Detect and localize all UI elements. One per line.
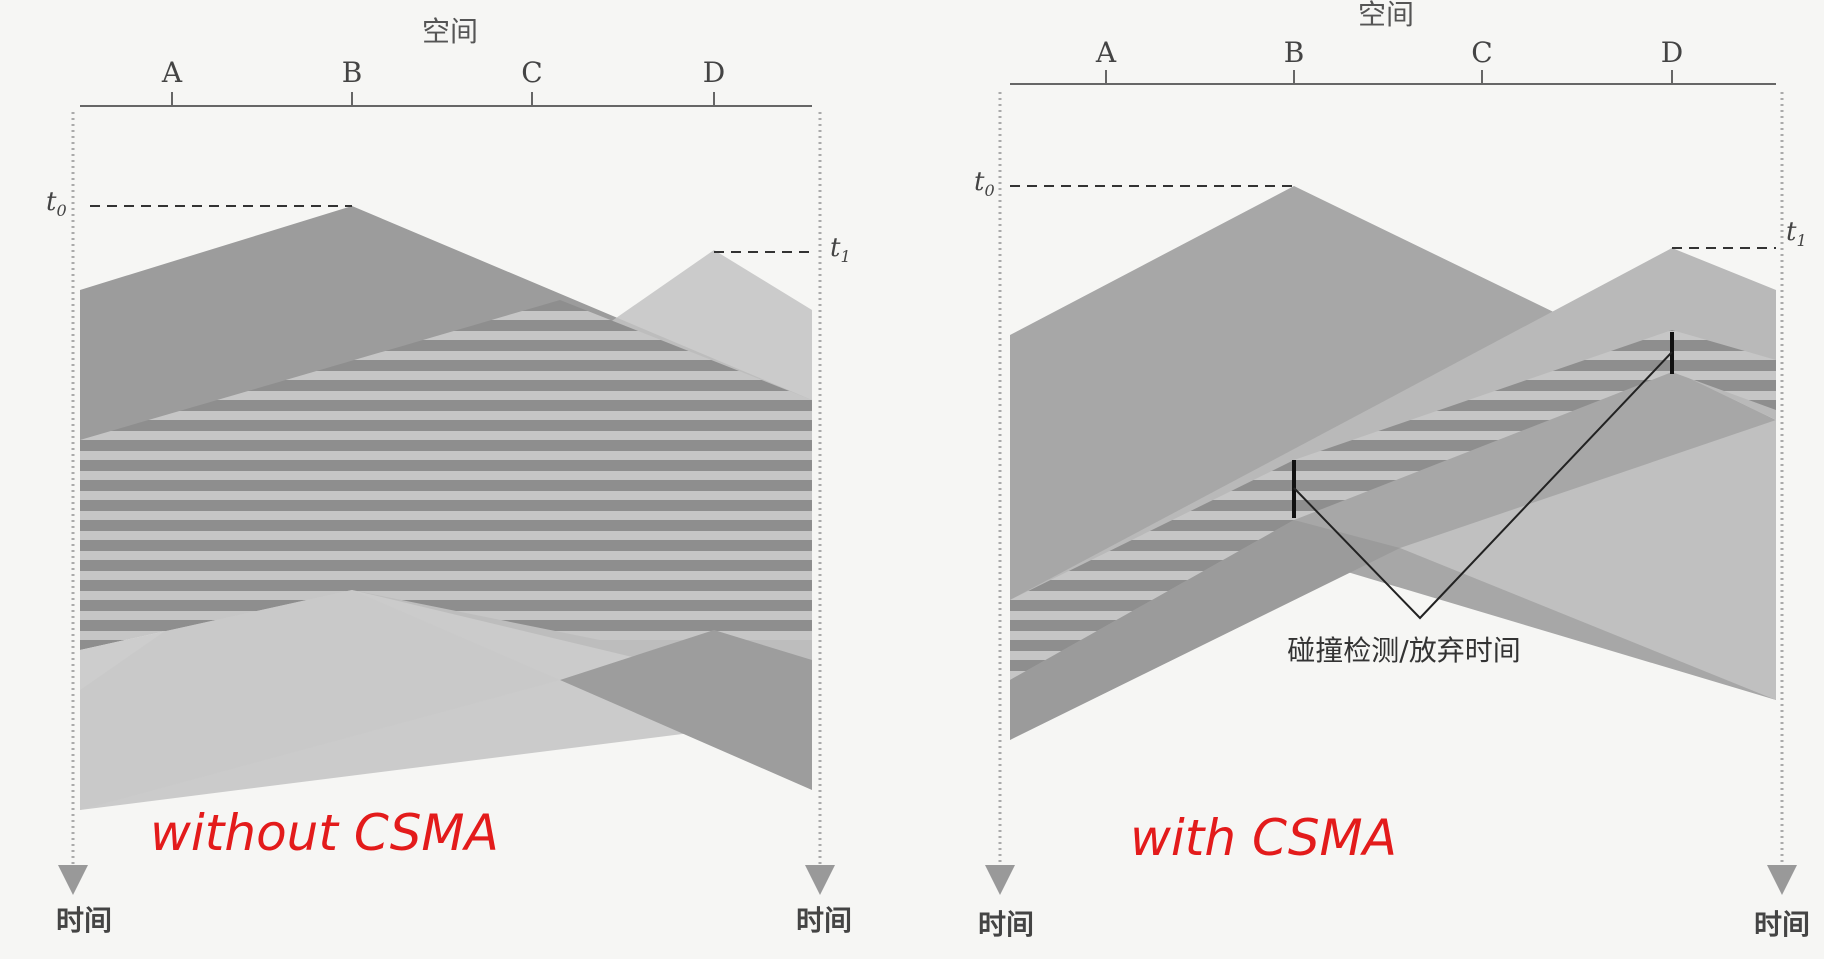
left-station-a: A (161, 56, 183, 89)
left-time-label-left: 时间 (56, 904, 112, 937)
right-time-label-right: 时间 (1754, 908, 1810, 941)
right-station-b: B (1284, 36, 1305, 69)
left-time-label-right: 时间 (796, 904, 852, 937)
right-panel: 空间 A B C D t0 t1 碰撞检测/放弃时间 时间 时间 w (974, 0, 1810, 941)
right-space-label: 空间 (1358, 0, 1414, 31)
right-t1-label: t1 (1786, 217, 1807, 250)
left-collision-stripes (80, 300, 812, 650)
left-station-d: D (703, 56, 725, 89)
left-panel: 空间 A B C D t0 t1 时间 时间 without CSMA (46, 15, 852, 937)
right-propagation-shapes (1010, 186, 1776, 740)
left-station-c: C (521, 56, 542, 89)
right-t0-label: t0 (974, 167, 995, 200)
right-d-tail (1400, 420, 1776, 700)
right-handwritten-note: with CSMA (1130, 809, 1397, 867)
left-axis-ticks (171, 92, 715, 106)
right-collision-stripes (1010, 330, 1776, 680)
left-d-tail (560, 630, 812, 790)
right-station-a: A (1095, 36, 1117, 69)
right-station-c: C (1471, 36, 1492, 69)
left-handwritten-note: without CSMA (150, 804, 499, 862)
left-propagation-shapes (80, 206, 812, 810)
right-station-d: D (1661, 36, 1683, 69)
left-b-tail (80, 590, 560, 810)
right-b-tail (1010, 520, 1400, 740)
left-t0-label: t0 (46, 187, 67, 220)
right-axis-ticks (1105, 70, 1673, 84)
right-collision-pointer (1293, 351, 1673, 620)
right-collision-label: 碰撞检测/放弃时间 (1287, 634, 1520, 667)
left-t1-label: t1 (830, 233, 851, 266)
left-space-label: 空间 (422, 15, 478, 48)
left-station-b: B (342, 56, 363, 89)
right-time-label-left: 时间 (978, 908, 1034, 941)
